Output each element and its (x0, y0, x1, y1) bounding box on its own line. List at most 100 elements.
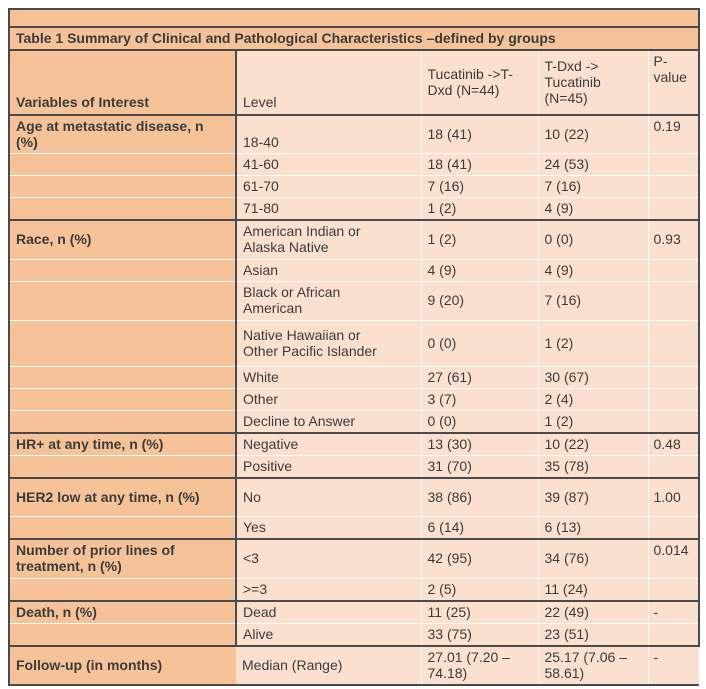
pvalue-cell (647, 622, 701, 646)
variable-cell (8, 622, 236, 646)
pvalue-cell: 0.93 (647, 219, 701, 259)
table-row: HR+ at any time, n (%) Negative 13 (30) … (8, 431, 701, 455)
header-pvalue: P-value (647, 49, 701, 115)
level-cell: Yes (235, 516, 421, 539)
variable-cell (8, 516, 236, 539)
arm2-cell: 6 (13) (537, 516, 648, 539)
level-cell: No (235, 476, 421, 517)
arm1-cell: 7 (16) (420, 175, 538, 198)
arm2-cell: 7 (16) (537, 280, 648, 320)
variable-cell (8, 365, 236, 388)
pvalue-cell (647, 409, 701, 433)
table-row: Follow-up (in months) Median (Range) 27.… (8, 644, 700, 686)
table-row: Asian 4 (9) 4 (9) (8, 258, 701, 281)
arm1-cell: 0 (0) (420, 319, 538, 366)
variable-cell: Follow-up (in months) (8, 644, 236, 686)
table-row: Decline to Answer 0 (0) 1 (2) (8, 409, 701, 433)
variable-cell (8, 454, 236, 478)
variable-cell (8, 153, 236, 176)
table-header-row: Variables of Interest Level Tucatinib ->… (8, 49, 701, 115)
table-row: Other 3 (7) 2 (4) (8, 387, 701, 410)
table-row: HER2 low at any time, n (%) No 38 (86) 3… (8, 476, 701, 517)
arm1-cell: 33 (75) (420, 622, 538, 646)
header-level: Level (235, 49, 421, 115)
table-row: Yes 6 (14) 6 (13) (8, 516, 701, 539)
arm1-cell: 27 (61) (420, 365, 538, 388)
arm1-cell: 18 (41) (420, 153, 538, 176)
table-row: 61-70 7 (16) 7 (16) (8, 175, 701, 198)
pvalue-cell (647, 365, 701, 388)
pvalue-cell (647, 258, 701, 281)
level-cell: Alive (235, 622, 421, 646)
level-cell: 71-80 (235, 197, 421, 220)
variable-cell: HER2 low at any time, n (%) (8, 476, 236, 517)
level-cell: Positive (235, 454, 421, 478)
arm1-cell: 13 (30) (420, 431, 538, 455)
level-cell: American Indian or Alaska Native (235, 219, 421, 259)
level-cell: White (235, 365, 421, 388)
variable-cell (8, 197, 236, 220)
arm2-cell: 2 (4) (537, 387, 648, 410)
table-row: Age at metastatic disease, n (%) 18-40 1… (8, 114, 701, 154)
arm2-cell: 30 (67) (537, 365, 648, 388)
table-row: White 27 (61) 30 (67) (8, 365, 701, 388)
level-cell: Negative (235, 431, 421, 455)
level-cell: Asian (235, 258, 421, 281)
variable-cell: Death, n (%) (8, 599, 236, 623)
variable-cell: Race, n (%) (8, 219, 236, 259)
table-row: 71-80 1 (2) 4 (9) (8, 197, 701, 220)
pvalue-cell: - (647, 599, 701, 623)
level-cell: <3 (235, 538, 421, 578)
arm2-cell: 34 (76) (537, 538, 648, 578)
arm1-cell: 3 (7) (420, 387, 538, 410)
table-row: Number of prior lines of treatment, n (%… (8, 538, 701, 578)
variable-cell (8, 409, 236, 433)
arm1-cell: 27.01 (7.20 – 74.18) (420, 644, 538, 686)
pvalue-cell (647, 319, 701, 366)
table-row: Race, n (%) American Indian or Alaska Na… (8, 219, 701, 259)
level-cell: Native Hawaiian or Other Pacific Islande… (235, 319, 421, 366)
header-variables: Variables of Interest (8, 49, 236, 115)
arm1-cell: 38 (86) (420, 476, 538, 517)
table-title: Table 1 Summary of Clinical and Patholog… (7, 26, 701, 50)
arm2-cell: 4 (9) (537, 197, 648, 220)
top-band-cell (7, 8, 701, 27)
variable-cell: Number of prior lines of treatment, n (%… (8, 538, 236, 578)
pvalue-cell (647, 175, 701, 198)
level-cell: 18-40 (235, 114, 421, 154)
level-cell: Other (235, 387, 421, 410)
level-cell: Black or African American (235, 280, 421, 320)
variable-cell: HR+ at any time, n (%) (8, 431, 236, 455)
level-cell: >=3 (235, 577, 421, 601)
arm2-cell: 11 (24) (537, 577, 648, 601)
pvalue-cell (647, 454, 701, 478)
level-cell: Decline to Answer (235, 409, 421, 433)
arm1-cell: 11 (25) (420, 599, 538, 623)
table-container: Table 1 Summary of Clinical and Patholog… (7, 8, 701, 686)
pvalue-cell: 0.19 (647, 114, 701, 154)
arm2-cell: 1 (2) (537, 409, 648, 433)
arm1-cell: 1 (2) (420, 219, 538, 259)
table-row: Native Hawaiian or Other Pacific Islande… (8, 319, 701, 366)
level-cell: Median (Range) (236, 644, 421, 686)
arm2-cell: 0 (0) (537, 219, 648, 259)
arm1-cell: 31 (70) (420, 454, 538, 478)
arm2-cell: 4 (9) (537, 258, 648, 281)
arm2-cell: 10 (22) (537, 431, 648, 455)
arm2-cell: 24 (53) (537, 153, 648, 176)
arm2-cell: 39 (87) (537, 476, 648, 517)
pvalue-cell: - (647, 644, 700, 686)
variable-cell (8, 258, 236, 281)
arm2-cell: 10 (22) (537, 114, 648, 154)
variable-cell (8, 387, 236, 410)
arm2-cell: 23 (51) (537, 622, 648, 646)
header-arm1: Tucatinib ->T-Dxd (N=44) (420, 49, 538, 115)
arm2-cell: 1 (2) (537, 319, 648, 366)
table-row: 41-60 18 (41) 24 (53) (8, 153, 701, 176)
pvalue-cell (647, 153, 701, 176)
header-arm2: T-Dxd -> Tucatinib (N=45) (537, 49, 648, 115)
variable-cell (8, 280, 236, 320)
variable-cell (8, 319, 236, 366)
arm1-cell: 0 (0) (420, 409, 538, 433)
